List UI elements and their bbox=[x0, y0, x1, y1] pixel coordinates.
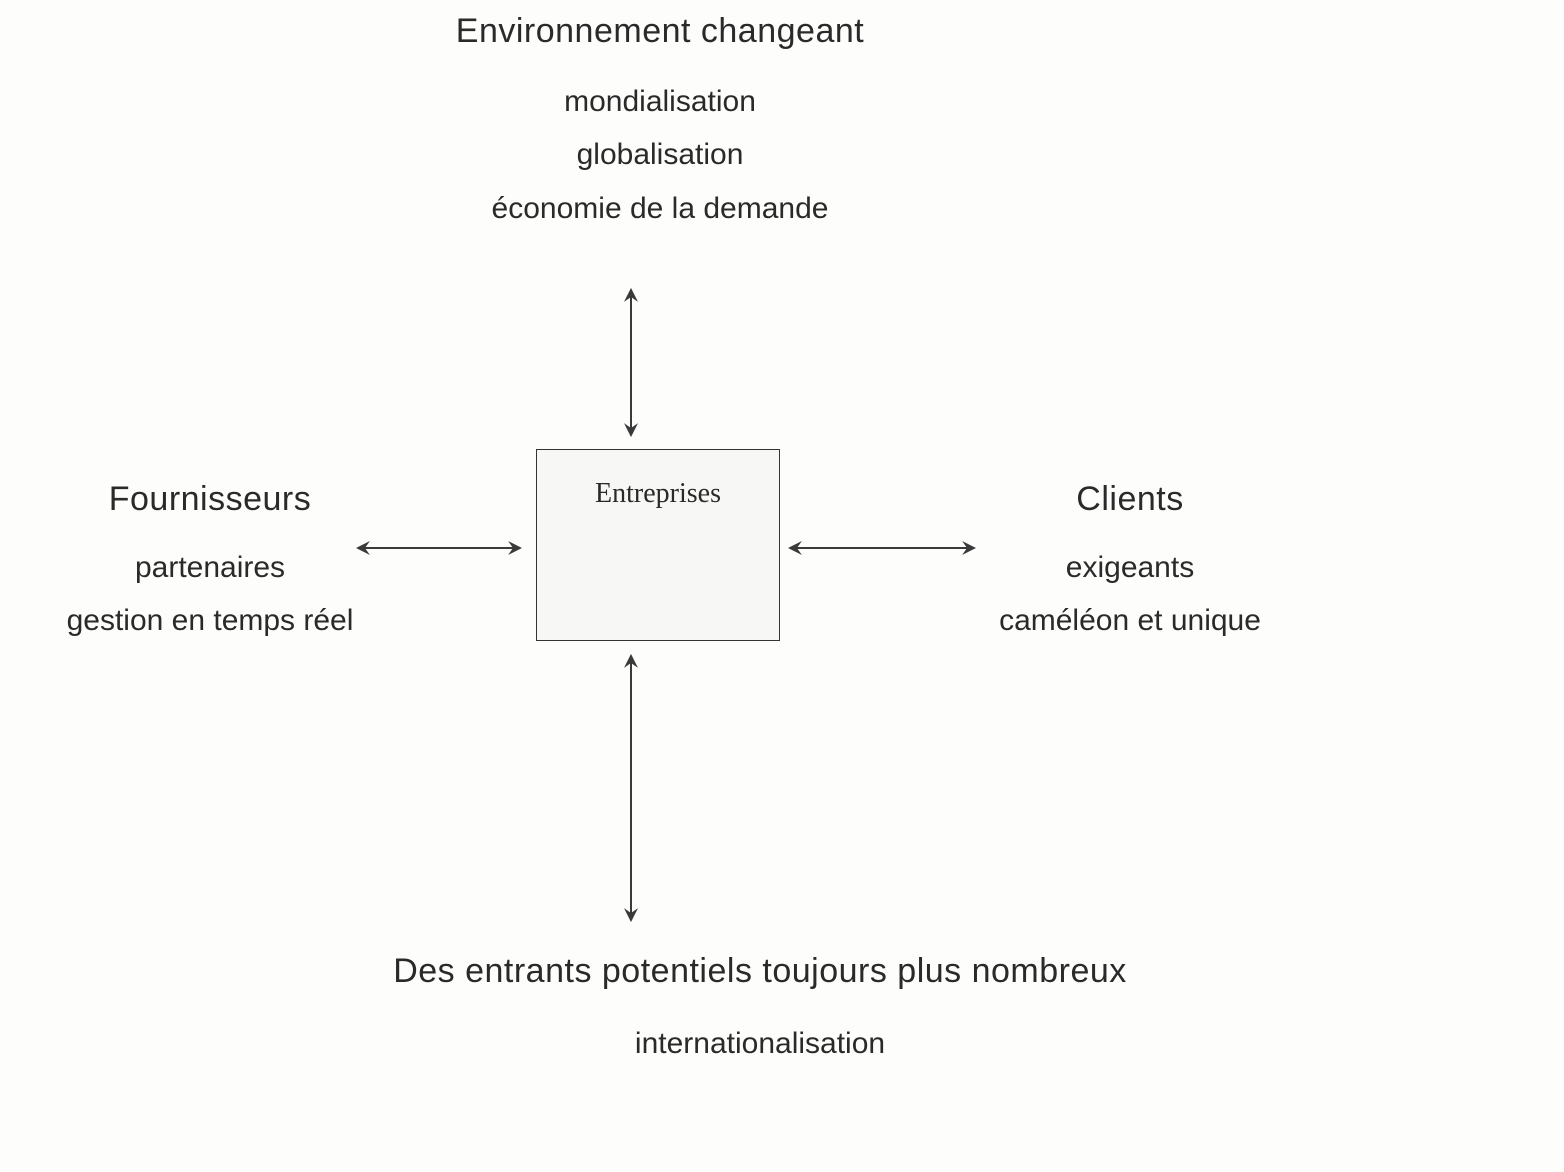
block-left-title: Fournisseurs bbox=[40, 480, 380, 519]
center-box-label: Entreprises bbox=[595, 478, 721, 510]
block-top-item-1: globalisation bbox=[400, 138, 920, 172]
center-box: Entreprises bbox=[536, 449, 780, 641]
block-right-item-1: caméléon et unique bbox=[940, 604, 1320, 638]
block-bottom: Des entrants potentiels toujours plus no… bbox=[230, 952, 1290, 1082]
block-left-item-0: partenaires bbox=[40, 551, 380, 585]
block-left-item-1: gestion en temps réel bbox=[40, 604, 380, 638]
block-top-item-2: économie de la demande bbox=[400, 192, 920, 226]
block-right: Clients exigeants caméléon et unique bbox=[940, 480, 1320, 657]
block-bottom-title: Des entrants potentiels toujours plus no… bbox=[230, 952, 1290, 991]
block-top-item-0: mondialisation bbox=[400, 85, 920, 119]
block-top-title: Environnement changeant bbox=[400, 12, 920, 51]
diagram-canvas: Environnement changeant mondialisation g… bbox=[0, 0, 1564, 1172]
block-bottom-item-0: internationalisation bbox=[230, 1027, 1290, 1061]
block-right-item-0: exigeants bbox=[940, 551, 1320, 585]
block-right-title: Clients bbox=[940, 480, 1320, 519]
block-top: Environnement changeant mondialisation g… bbox=[400, 12, 920, 245]
block-left: Fournisseurs partenaires gestion en temp… bbox=[40, 480, 380, 657]
